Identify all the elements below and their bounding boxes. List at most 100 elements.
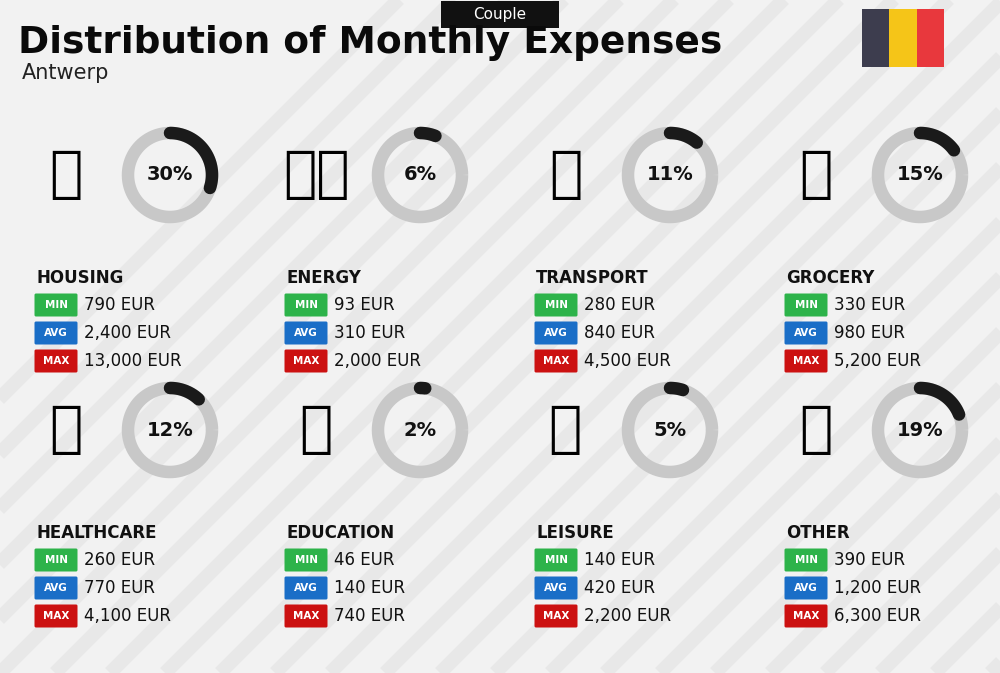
Text: 790 EUR: 790 EUR [84, 296, 155, 314]
FancyBboxPatch shape [917, 9, 944, 67]
Text: 980 EUR: 980 EUR [834, 324, 905, 342]
FancyBboxPatch shape [784, 322, 828, 345]
Text: MAX: MAX [293, 611, 319, 621]
Text: MIN: MIN [794, 555, 818, 565]
Text: 420 EUR: 420 EUR [584, 579, 655, 597]
Text: 15%: 15% [897, 166, 943, 184]
Text: 1,200 EUR: 1,200 EUR [834, 579, 921, 597]
Text: 310 EUR: 310 EUR [334, 324, 405, 342]
Text: 770 EUR: 770 EUR [84, 579, 155, 597]
Text: Antwerp: Antwerp [22, 63, 109, 83]
Text: 🛍️: 🛍️ [549, 403, 583, 457]
Text: AVG: AVG [544, 583, 568, 593]
FancyBboxPatch shape [285, 604, 328, 627]
FancyBboxPatch shape [534, 604, 578, 627]
Text: MAX: MAX [793, 356, 819, 366]
FancyBboxPatch shape [784, 577, 828, 600]
Text: AVG: AVG [544, 328, 568, 338]
FancyBboxPatch shape [34, 293, 78, 316]
Text: 2,000 EUR: 2,000 EUR [334, 352, 421, 370]
Text: 740 EUR: 740 EUR [334, 607, 405, 625]
Text: 19%: 19% [897, 421, 943, 439]
Text: 🏢: 🏢 [49, 148, 83, 202]
FancyBboxPatch shape [889, 9, 917, 67]
Text: Distribution of Monthly Expenses: Distribution of Monthly Expenses [18, 25, 722, 61]
Text: 5%: 5% [653, 421, 687, 439]
Text: 💰: 💰 [799, 403, 833, 457]
Text: 840 EUR: 840 EUR [584, 324, 655, 342]
Text: MIN: MIN [44, 300, 68, 310]
FancyBboxPatch shape [285, 322, 328, 345]
Text: 140 EUR: 140 EUR [334, 579, 405, 597]
FancyBboxPatch shape [285, 349, 328, 372]
Text: 30%: 30% [147, 166, 193, 184]
FancyBboxPatch shape [784, 604, 828, 627]
Text: 13,000 EUR: 13,000 EUR [84, 352, 182, 370]
Text: Couple: Couple [473, 7, 527, 22]
Text: AVG: AVG [794, 583, 818, 593]
FancyBboxPatch shape [534, 548, 578, 571]
Text: 2,400 EUR: 2,400 EUR [84, 324, 171, 342]
Text: AVG: AVG [44, 583, 68, 593]
Text: EDUCATION: EDUCATION [286, 524, 394, 542]
Text: 💗: 💗 [49, 403, 83, 457]
Text: 🚌: 🚌 [549, 148, 583, 202]
Text: 260 EUR: 260 EUR [84, 551, 155, 569]
FancyBboxPatch shape [862, 9, 889, 67]
Text: MAX: MAX [293, 356, 319, 366]
Text: HOUSING: HOUSING [36, 269, 123, 287]
FancyBboxPatch shape [534, 322, 578, 345]
Text: 12%: 12% [147, 421, 193, 439]
Text: MAX: MAX [793, 611, 819, 621]
Text: MAX: MAX [543, 356, 569, 366]
Text: 4,100 EUR: 4,100 EUR [84, 607, 171, 625]
FancyBboxPatch shape [784, 293, 828, 316]
Text: MAX: MAX [543, 611, 569, 621]
FancyBboxPatch shape [534, 577, 578, 600]
Text: AVG: AVG [794, 328, 818, 338]
Text: MAX: MAX [43, 611, 69, 621]
Text: OTHER: OTHER [786, 524, 850, 542]
FancyBboxPatch shape [784, 349, 828, 372]
Text: 🔌🏠: 🔌🏠 [283, 148, 349, 202]
Text: 46 EUR: 46 EUR [334, 551, 394, 569]
Text: 390 EUR: 390 EUR [834, 551, 905, 569]
Text: 2,200 EUR: 2,200 EUR [584, 607, 671, 625]
Text: 🎓: 🎓 [299, 403, 333, 457]
Text: TRANSPORT: TRANSPORT [536, 269, 649, 287]
Text: MIN: MIN [44, 555, 68, 565]
FancyBboxPatch shape [534, 293, 578, 316]
Text: MIN: MIN [794, 300, 818, 310]
Text: 2%: 2% [403, 421, 437, 439]
FancyBboxPatch shape [441, 1, 559, 28]
Text: GROCERY: GROCERY [786, 269, 874, 287]
Text: 140 EUR: 140 EUR [584, 551, 655, 569]
Text: 280 EUR: 280 EUR [584, 296, 655, 314]
FancyBboxPatch shape [285, 293, 328, 316]
Text: 🛒: 🛒 [799, 148, 833, 202]
FancyBboxPatch shape [285, 548, 328, 571]
FancyBboxPatch shape [534, 349, 578, 372]
Text: ENERGY: ENERGY [286, 269, 361, 287]
Text: 330 EUR: 330 EUR [834, 296, 905, 314]
Text: LEISURE: LEISURE [536, 524, 614, 542]
Text: HEALTHCARE: HEALTHCARE [36, 524, 156, 542]
FancyBboxPatch shape [285, 577, 328, 600]
Text: MAX: MAX [43, 356, 69, 366]
Text: MIN: MIN [294, 555, 318, 565]
Text: 11%: 11% [647, 166, 693, 184]
Text: AVG: AVG [44, 328, 68, 338]
Text: AVG: AVG [294, 583, 318, 593]
FancyBboxPatch shape [34, 548, 78, 571]
Text: 6%: 6% [403, 166, 437, 184]
FancyBboxPatch shape [34, 577, 78, 600]
FancyBboxPatch shape [34, 349, 78, 372]
Text: MIN: MIN [544, 300, 568, 310]
Text: MIN: MIN [294, 300, 318, 310]
FancyBboxPatch shape [784, 548, 828, 571]
Text: 5,200 EUR: 5,200 EUR [834, 352, 921, 370]
FancyBboxPatch shape [34, 604, 78, 627]
Text: MIN: MIN [544, 555, 568, 565]
Text: 4,500 EUR: 4,500 EUR [584, 352, 671, 370]
Text: 6,300 EUR: 6,300 EUR [834, 607, 921, 625]
